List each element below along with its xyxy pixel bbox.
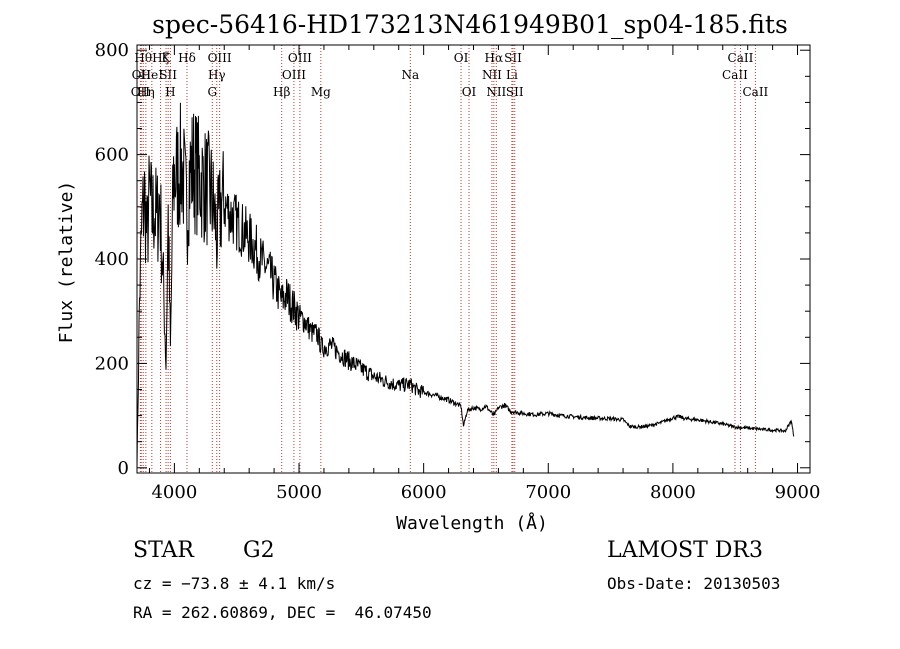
line-label-11: Hγ xyxy=(208,68,226,82)
x-axis-label: Wavelength (Å) xyxy=(396,512,548,534)
line-label-21: Hα xyxy=(485,51,504,65)
x-tick-label: 5000 xyxy=(276,482,322,503)
x-tick-label: 9000 xyxy=(775,482,821,503)
x-tick-label: 6000 xyxy=(401,482,447,503)
survey-release: LAMOST DR3 xyxy=(607,538,763,563)
line-label-2: Hθ xyxy=(134,51,152,65)
line-label-19: OI xyxy=(462,85,477,99)
line-label-14: OIII xyxy=(282,68,306,82)
line-label-15: OIII xyxy=(288,51,312,65)
y-tick-label: 200 xyxy=(95,353,129,374)
line-label-3: Hη xyxy=(137,85,155,99)
y-tick-label: 0 xyxy=(118,458,129,479)
y-tick-label: 800 xyxy=(95,40,129,61)
y-axis-label: Flux (relative) xyxy=(56,181,77,344)
line-label-10: G xyxy=(207,85,217,99)
y-tick-label: 400 xyxy=(95,249,129,270)
line-label-6: K xyxy=(162,51,172,65)
spectrum-line xyxy=(136,102,795,468)
spectral-subclass: G2 xyxy=(243,538,275,563)
object-class: STAR xyxy=(133,538,194,563)
line-label-5: Hζ xyxy=(152,51,169,65)
line-label-4: HeI xyxy=(141,68,164,82)
chart-title: spec-56416-HD173213N461949B01_sp04-185.f… xyxy=(152,10,788,39)
observation-date: Obs-Date: 20130503 xyxy=(607,574,781,593)
line-label-0: OII xyxy=(131,85,151,99)
x-tick-label: 4000 xyxy=(151,482,197,503)
axes: 4000 5000 6000 7000 8000 9000 0 200 400 600 800 xyxy=(95,40,821,503)
line-label-23: Li xyxy=(506,68,518,82)
line-label-27: CaII xyxy=(728,51,754,65)
line-label-22: NII xyxy=(486,85,506,99)
line-label-9: Hδ xyxy=(178,51,196,65)
line-label-17: Na xyxy=(401,68,419,82)
x-tick-label: 7000 xyxy=(525,482,571,503)
line-label-28: CaII xyxy=(742,85,768,99)
series-layer xyxy=(136,102,795,468)
line-label-13: Hβ xyxy=(273,85,290,99)
line-label-24: SII xyxy=(504,51,522,65)
line-label-8: H xyxy=(165,85,175,99)
line-label-25: SII xyxy=(506,85,524,99)
coordinates: RA = 262.60869, DEC = 46.07450 xyxy=(133,603,432,622)
line-label-16: Mg xyxy=(311,85,331,99)
line-label-20: NII xyxy=(482,68,502,82)
x-tick-label: 8000 xyxy=(650,482,696,503)
redshift-cz: cz = −73.8 ± 4.1 km/s xyxy=(133,574,336,593)
y-tick-label: 600 xyxy=(95,145,129,166)
line-label-7: SII xyxy=(159,68,177,82)
line-label-12: OIII xyxy=(208,51,232,65)
line-label-18: OI xyxy=(454,51,469,65)
line-label-26: CaII xyxy=(722,68,748,82)
spectral-line-markers: OIIOIIHθHηHeIHζKSIIHHδGHγOIIIHβOIIIOIIIM… xyxy=(131,45,769,473)
